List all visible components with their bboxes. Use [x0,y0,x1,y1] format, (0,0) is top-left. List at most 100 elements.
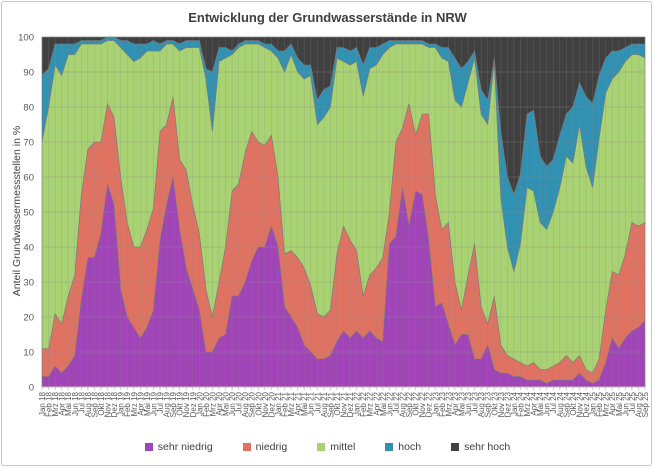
x-tick-label: Jul 25 [628,391,637,413]
x-tick-label: Mrz 21 [287,391,296,416]
x-tick-label: Sep 21 [326,391,335,417]
legend-label: niedrig [255,441,288,453]
x-tick-label: Jun 22 [385,391,394,416]
legend-swatch [451,443,460,451]
y-tick-label: 0 [29,383,34,394]
x-tick-label: Feb 19 [123,391,132,416]
x-tick-label: Feb 25 [595,391,604,416]
legend-swatch [317,443,326,451]
x-tick-label: Okt 18 [97,391,106,415]
x-tick-label: Jun 18 [71,391,80,416]
y-tick-label: 40 [23,243,34,254]
legend-label: hoch [398,441,422,453]
x-tick-label: Sep 19 [169,391,178,417]
x-tick-label: Apr 18 [58,391,67,415]
x-tick-label: Mrz 24 [523,391,532,416]
y-tick-label: 10 [23,348,34,359]
x-tick-label: Aug 25 [634,391,643,417]
x-tick-label: Dez 20 [267,391,276,417]
x-tick-label: Jun 25 [621,391,630,416]
x-tick-label: Dez 21 [346,391,355,417]
x-tick-label: Apr 25 [608,391,617,415]
x-tick-label: Nov 22 [418,391,427,417]
x-tick-label: Nov 21 [340,391,349,417]
x-tick-label: Sep 22 [405,391,414,417]
legend-item: sehr niedrig [144,441,213,453]
x-tick-label: Jul 21 [313,391,322,413]
x-tick-label: Okt 19 [176,391,185,415]
x-tick-label: Aug 18 [84,391,93,417]
x-tick-label: Mai 23 [458,391,467,416]
x-tick-label: Apr 24 [530,391,539,415]
area-sehr-hoch [41,36,646,196]
x-tick-label: Aug 19 [163,391,172,417]
y-tick-label: 90 [23,68,34,79]
x-tick-label: Jan 24 [510,391,519,416]
x-tick-label: Jul 22 [392,391,401,413]
x-tick-label: Jul 19 [156,391,165,413]
x-tick-label: Sep 24 [562,391,571,417]
x-tick-label: Jan 19 [117,391,126,416]
x-tick-label: Mai 18 [64,391,73,416]
x-tick-label: Jan 23 [431,391,440,416]
legend-item: niedrig [242,441,288,453]
y-tick-label: 30 [23,278,34,289]
x-tick-label: Jun 23 [464,391,473,416]
x-tick-label: Aug 23 [477,391,486,417]
x-tick-label: Aug 24 [556,391,565,417]
x-tick-label: Okt 21 [333,391,342,415]
x-tick-label: Mrz 18 [51,391,60,416]
x-tick-label: Feb 24 [517,391,526,416]
x-tick-label: Dez 24 [582,391,591,417]
x-tick-label: Dez 19 [189,391,198,417]
x-tick-label: Okt 22 [412,391,421,415]
x-tick-label: Nov 24 [576,391,585,417]
legend: sehr niedrig niedrig mittel hoch sehr hoch [0,441,655,453]
x-tick-label: Feb 22 [359,391,368,416]
x-tick-label: Okt 20 [254,391,263,415]
legend-item: hoch [385,441,421,453]
x-tick-label: Mai 25 [615,391,624,416]
x-tick-label: Aug 21 [320,391,329,417]
legend-item: sehr hoch [451,441,510,453]
x-tick-label: Mai 20 [222,391,231,416]
x-tick-label: Jun 24 [543,391,552,416]
x-tick-label: Jul 18 [77,391,86,413]
x-tick-label: Mrz 19 [130,391,139,416]
legend-label: mittel [330,441,356,453]
y-tick-label: 50 [23,208,34,219]
x-tick-label: Sep 20 [248,391,257,417]
y-tick-label: 80 [23,103,34,114]
x-tick-label: Nov 19 [182,391,191,417]
x-tick-label: Sep 18 [90,391,99,417]
x-tick-label: Mrz 20 [208,391,217,416]
x-tick-label: Nov 23 [497,391,506,417]
x-tick-label: Mai 21 [300,391,309,416]
x-tick-label: Aug 20 [241,391,250,417]
x-tick-label: Mrz 23 [444,391,453,416]
x-tick-label: Sep 25 [641,391,650,417]
x-tick-label: Aug 22 [399,391,408,417]
x-tick-label: Jun 21 [307,391,316,416]
x-tick-label: Okt 24 [569,391,578,415]
x-tick-label: Apr 20 [215,391,224,415]
x-tick-label: Apr 19 [136,391,145,415]
x-tick-label: Jul 23 [471,391,480,413]
x-tick-label: Apr 21 [294,391,303,415]
x-tick-label: Feb 23 [438,391,447,416]
legend-item: mittel [317,441,355,453]
y-tick-label: 100 [18,33,34,44]
legend-swatch [385,443,394,451]
x-tick-label: Jan 18 [38,391,47,416]
legend-swatch [144,443,153,451]
x-tick-label: Jul 24 [549,391,558,413]
x-tick-label: Mai 19 [143,391,152,416]
x-tick-label: Nov 20 [261,391,270,417]
legend-swatch [242,443,251,451]
x-tick-label: Jan 20 [195,391,204,416]
chart-title: Entwicklung der Grundwasserstände in NRW [188,10,467,25]
y-tick-label: 60 [23,173,34,184]
x-tick-label: Feb 21 [281,391,290,416]
x-tick-label: Mai 24 [536,391,545,416]
x-tick-label: Sep 23 [484,391,493,417]
